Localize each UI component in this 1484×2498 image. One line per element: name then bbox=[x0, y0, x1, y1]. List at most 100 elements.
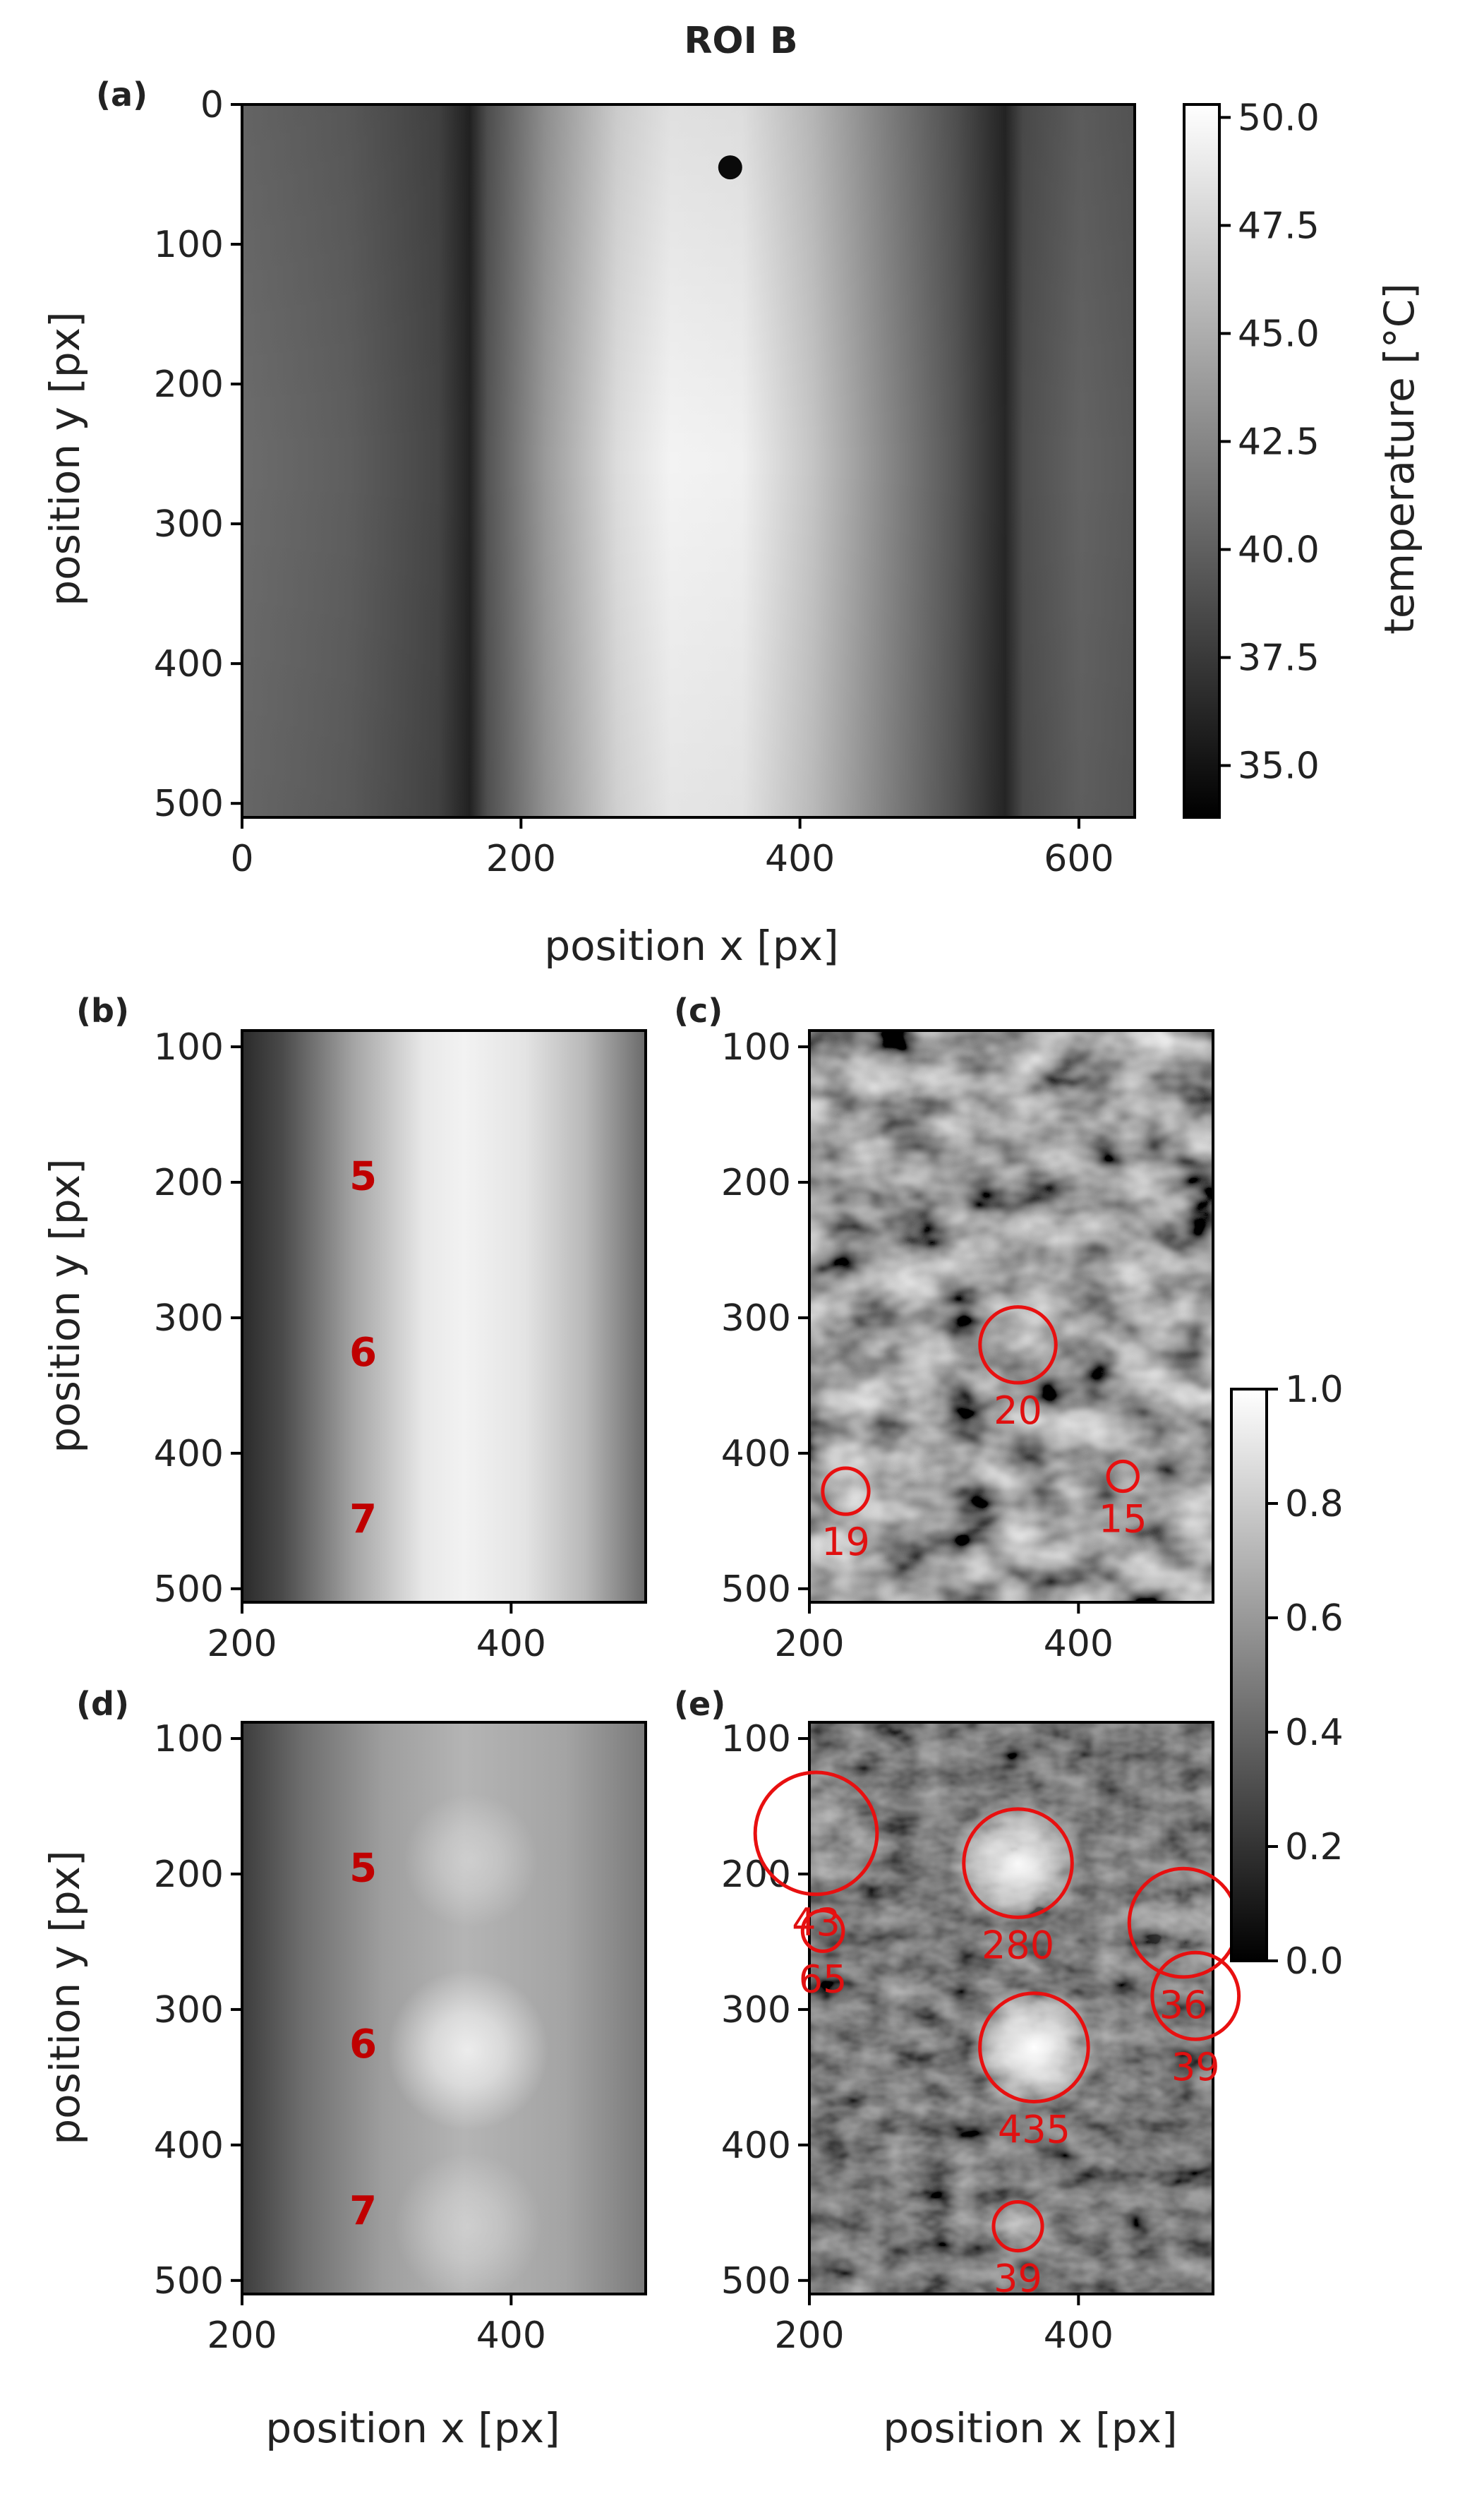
panel-a-xlabel: position x [px] bbox=[544, 922, 838, 970]
xtick-label: 400 bbox=[476, 2314, 546, 2357]
peak-circle bbox=[978, 1305, 1058, 1385]
spot-label: 6 bbox=[349, 2022, 377, 2067]
peak-count-label: 39 bbox=[1171, 2045, 1220, 2089]
figure-title: ROI B bbox=[684, 20, 797, 62]
xtick-label: 200 bbox=[774, 1623, 844, 1665]
xtick-label: 600 bbox=[1044, 838, 1114, 880]
ytick-label: 400 bbox=[154, 643, 224, 685]
peak-circle bbox=[800, 1909, 845, 1953]
peak-circle bbox=[962, 1807, 1074, 1919]
ytick-label: 400 bbox=[721, 1433, 791, 1475]
xtick-label: 0 bbox=[230, 838, 253, 880]
ytick-label: 100 bbox=[154, 1718, 224, 1760]
peak-count-label: 43 bbox=[792, 1900, 840, 1945]
ytick-label: 500 bbox=[154, 2260, 224, 2302]
spot-label: 7 bbox=[349, 2188, 377, 2234]
xtick-label: 400 bbox=[476, 1623, 546, 1665]
colorbar-tick-label: 0.8 bbox=[1285, 1483, 1344, 1525]
peak-circle bbox=[991, 2199, 1044, 2253]
panel-label-c: (c) bbox=[674, 992, 723, 1030]
ytick-label: 300 bbox=[154, 503, 224, 546]
panel-e-circles: 43 65 280 36 39 435 39 bbox=[753, 1770, 1241, 2301]
panel-e-ticks: 100 200 300 400 500 200 400 bbox=[721, 1718, 1114, 2357]
panel-label-d: (d) bbox=[76, 1685, 129, 1723]
ytick-label: 100 bbox=[721, 1718, 791, 1760]
spot-label: 7 bbox=[349, 1496, 377, 1542]
panel-label-e: (e) bbox=[674, 1685, 725, 1723]
ytick-label: 400 bbox=[154, 2125, 224, 2167]
hotspot bbox=[966, 1979, 1102, 2115]
peak-circle bbox=[753, 1770, 879, 1897]
ytick-label: 200 bbox=[721, 1162, 791, 1204]
panel-b-ticks: 100 200 300 400 500 200 400 bbox=[154, 1026, 546, 1665]
spot-label: 5 bbox=[349, 1153, 377, 1199]
peak-circle bbox=[821, 1466, 871, 1516]
ytick-label: 300 bbox=[154, 1989, 224, 2031]
panel-b-ylabel: position y [px] bbox=[41, 1158, 89, 1453]
xtick-label: 400 bbox=[1044, 1623, 1114, 1665]
colorbar-tick-label: 47.5 bbox=[1238, 205, 1320, 247]
correlation-colorbar bbox=[1230, 1388, 1268, 1962]
panel-c-circles: 20 19 15 bbox=[821, 1305, 1147, 1564]
xtick-label: 200 bbox=[207, 1623, 277, 1665]
ytick-label: 400 bbox=[154, 1433, 224, 1475]
panel-d-ylabel: position y [px] bbox=[41, 1850, 89, 2144]
panel-d: (d) 100 200 300 400 500 200 400 5 6 7 position x… bbox=[41, 1685, 647, 2452]
dark-spot bbox=[718, 155, 742, 180]
spot-label: 5 bbox=[349, 1845, 377, 1891]
peak-circle bbox=[1106, 1459, 1140, 1494]
xtick-label: 400 bbox=[765, 838, 835, 880]
ytick-label: 100 bbox=[154, 1026, 224, 1069]
ytick-label: 300 bbox=[721, 1297, 791, 1340]
temperature-colorbar-ticks: 35.0 37.5 40.0 42.5 45.0 47.5 50.0 bbox=[1219, 97, 1320, 788]
colorbar-tick-label: 40.0 bbox=[1238, 529, 1320, 571]
peak-count-label: 36 bbox=[1159, 1983, 1208, 2027]
peak-count-label: 15 bbox=[1099, 1497, 1147, 1542]
panel-d-annotations: 5 6 7 bbox=[349, 1845, 377, 2234]
xtick-label: 200 bbox=[774, 2314, 844, 2357]
panel-b-annotations: 5 6 7 bbox=[349, 1153, 377, 1542]
colorbar-tick-label: 0.6 bbox=[1285, 1597, 1344, 1640]
correlation-image-c bbox=[809, 1031, 1213, 1602]
panel-b: (b) 100 200 300 400 500 200 400 5 6 7 position y… bbox=[41, 992, 647, 1665]
ytick-label: 500 bbox=[721, 1568, 791, 1611]
panel-c: (c) 100 200 300 400 500 200 400 20 19 15 bbox=[674, 992, 1214, 1665]
panel-a-frame bbox=[241, 103, 1136, 819]
ytick-label: 100 bbox=[154, 224, 224, 266]
temperature-image-a-shade bbox=[242, 104, 1135, 817]
hotspot bbox=[980, 2189, 1056, 2264]
colorbar-tick-label: 1.0 bbox=[1285, 1369, 1344, 1411]
ytick-label: 500 bbox=[721, 2260, 791, 2302]
colorbar-tick-label: 0.2 bbox=[1285, 1826, 1344, 1868]
colorbar-tick-label: 0.4 bbox=[1285, 1712, 1344, 1754]
hotspot bbox=[950, 1795, 1086, 1931]
peak-circle bbox=[1150, 1950, 1241, 2041]
xtick-label: 200 bbox=[207, 2314, 277, 2357]
xtick-label: 200 bbox=[486, 838, 556, 880]
colorbar-label: temperature [°C] bbox=[1375, 283, 1423, 635]
xtick-label: 400 bbox=[1044, 2314, 1114, 2357]
temperature-image-b bbox=[242, 1031, 646, 1602]
panel-c-ticks: 100 200 300 400 500 200 400 bbox=[721, 1026, 1114, 1665]
ytick-label: 200 bbox=[154, 1162, 224, 1204]
panel-e-xlabel: position x [px] bbox=[883, 2404, 1177, 2452]
ytick-label: 200 bbox=[154, 364, 224, 406]
hotspot bbox=[387, 1969, 549, 2131]
peak-count-label: 19 bbox=[821, 1520, 870, 1564]
panel-e: (e) 100 200 300 400 500 200 400 43 65 280 36 39 435… bbox=[674, 1369, 1344, 2452]
panel-a-ylabel: position y [px] bbox=[41, 311, 89, 606]
ytick-label: 300 bbox=[721, 1989, 791, 2031]
colorbar-tick-label: 42.5 bbox=[1238, 421, 1320, 463]
temperature-colorbar bbox=[1183, 103, 1221, 819]
hotspot bbox=[404, 1793, 538, 1928]
hotspot bbox=[394, 2152, 542, 2300]
peak-count-label: 39 bbox=[994, 2257, 1042, 2301]
ytick-label: 500 bbox=[154, 783, 224, 825]
colorbar-tick-label: 35.0 bbox=[1238, 745, 1320, 788]
correlation-colorbar-ticks: 0.0 0.2 0.4 0.6 0.8 1.0 bbox=[1267, 1369, 1344, 1983]
ytick-label: 300 bbox=[154, 1297, 224, 1340]
peak-count-label: 20 bbox=[994, 1388, 1042, 1433]
